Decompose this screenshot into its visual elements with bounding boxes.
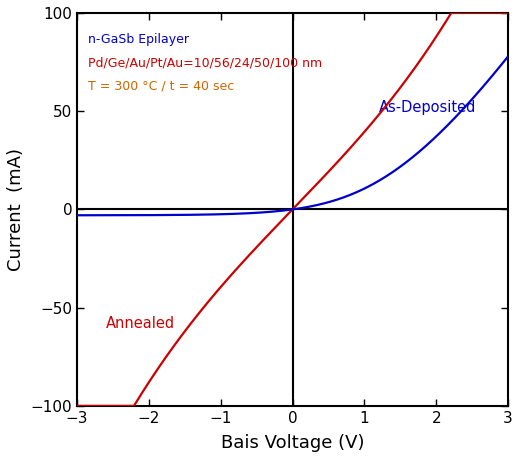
X-axis label: Bais Voltage (V): Bais Voltage (V) xyxy=(221,434,365,452)
Text: Annealed: Annealed xyxy=(106,316,175,331)
Text: Pd/Ge/Au/Pt/Au=10/56/24/50/100 nm: Pd/Ge/Au/Pt/Au=10/56/24/50/100 nm xyxy=(88,56,322,69)
Text: As-Deposited: As-Deposited xyxy=(379,100,476,115)
Text: n-GaSb Epilayer: n-GaSb Epilayer xyxy=(88,33,189,45)
Y-axis label: Current  (mA): Current (mA) xyxy=(7,148,25,271)
Text: T = 300 °C / t = 40 sec: T = 300 °C / t = 40 sec xyxy=(88,80,234,93)
